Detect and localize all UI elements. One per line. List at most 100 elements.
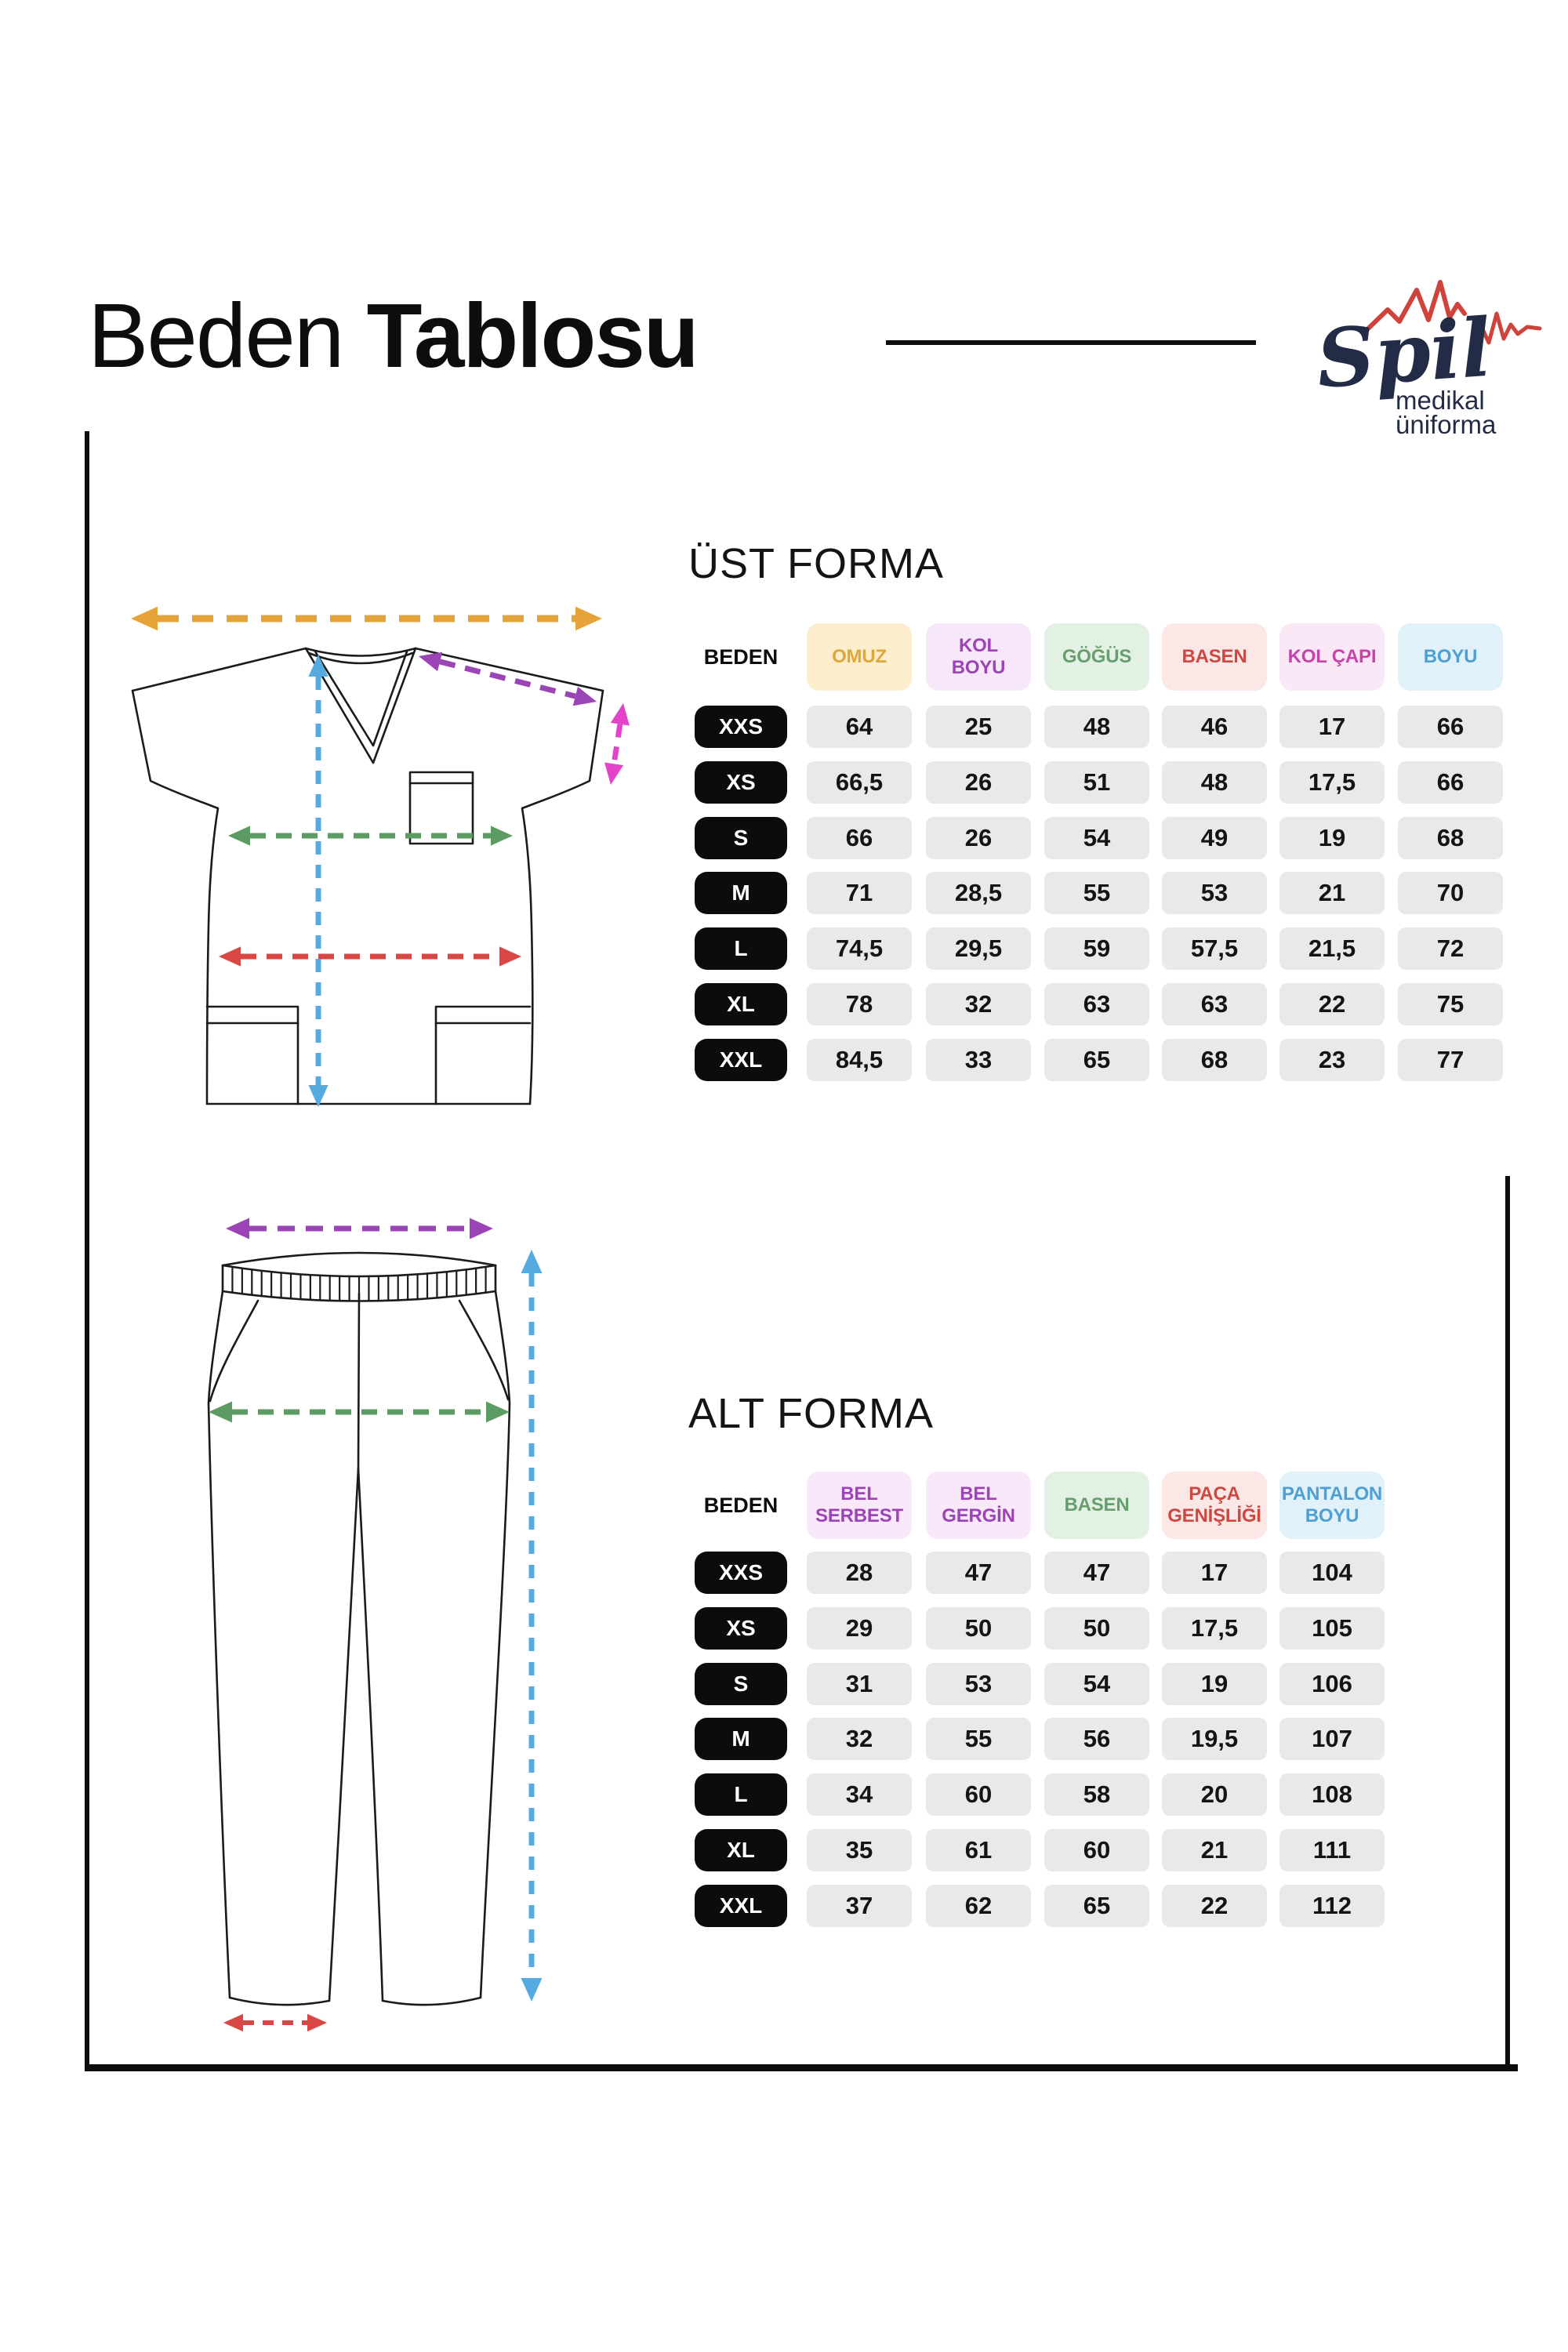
bottom_table-value-cell: 37 bbox=[807, 1885, 912, 1927]
top_table-value-cell: 49 bbox=[1162, 817, 1267, 859]
bottom_table-value-cell: 104 bbox=[1279, 1552, 1385, 1594]
bottom_table-value-cell: 112 bbox=[1279, 1885, 1385, 1927]
bottom_table-header-pantalon-boyu: PANTALON BOYU bbox=[1279, 1472, 1385, 1539]
top_table-value-cell: 55 bbox=[1044, 872, 1149, 914]
bottom_table-value-cell: 56 bbox=[1044, 1718, 1149, 1760]
kol-boyu-arrow bbox=[419, 652, 597, 706]
top_table-header-basen: BASEN bbox=[1162, 623, 1267, 691]
paca-genisligi-arrow bbox=[223, 2013, 327, 2032]
bottom_table-value-cell: 55 bbox=[926, 1718, 1031, 1760]
brand-logo: Spil medikal üniforma bbox=[1316, 280, 1542, 437]
top_table-header-göğüs: GÖĞÜS bbox=[1044, 623, 1149, 691]
bottom_table-value-cell: 107 bbox=[1279, 1718, 1385, 1760]
bottom_table-value-cell: 47 bbox=[1044, 1552, 1149, 1594]
top_table-value-cell: 32 bbox=[926, 983, 1031, 1025]
left-pocket bbox=[205, 1005, 299, 1105]
heartbeat-icon bbox=[1362, 280, 1467, 335]
scrub-top-outline bbox=[131, 647, 604, 1105]
top_table-size-badge-m: M bbox=[695, 872, 787, 914]
bottom_table-value-cell: 17,5 bbox=[1162, 1607, 1267, 1650]
scrub-top-diagram bbox=[131, 606, 630, 1107]
top_table-value-cell: 26 bbox=[926, 817, 1031, 859]
bottom_table-value-cell: 19 bbox=[1162, 1663, 1267, 1705]
page-title-bold: Tablosu bbox=[366, 285, 699, 387]
bottom_table-value-cell: 53 bbox=[926, 1663, 1031, 1705]
kol-capi-arrow bbox=[604, 703, 630, 785]
heartbeat-icon bbox=[1473, 311, 1542, 351]
bottom_table-value-cell: 106 bbox=[1279, 1663, 1385, 1705]
top_table-header-omuz: OMUZ bbox=[807, 623, 912, 691]
waistband-ribs bbox=[221, 1264, 497, 1302]
top_table-value-cell: 53 bbox=[1162, 872, 1267, 914]
bottom_table-value-cell: 108 bbox=[1279, 1773, 1385, 1816]
bottom_table-value-cell: 22 bbox=[1162, 1885, 1267, 1927]
bottom_table-value-cell: 21 bbox=[1162, 1829, 1267, 1871]
basen-arrow bbox=[219, 946, 521, 967]
top_table-value-cell: 72 bbox=[1398, 927, 1503, 970]
bottom_table-value-cell: 28 bbox=[807, 1552, 912, 1594]
top_table-value-cell: 78 bbox=[807, 983, 912, 1025]
top_table-value-cell: 26 bbox=[926, 761, 1031, 804]
bottom_table-size-badge-l: L bbox=[695, 1773, 787, 1816]
bottom-section-title: ALT FORMA bbox=[688, 1390, 935, 1437]
bottom_table-value-cell: 29 bbox=[807, 1607, 912, 1650]
bottom_table-value-cell: 60 bbox=[1044, 1829, 1149, 1871]
top_table-value-cell: 84,5 bbox=[807, 1039, 912, 1081]
bottom_table-size-badge-m: M bbox=[695, 1718, 787, 1760]
top_table-value-cell: 64 bbox=[807, 706, 912, 748]
scrub-pants-diagram bbox=[207, 1218, 543, 2032]
top_table-size-badge-xxs: XXS bbox=[695, 706, 787, 748]
bottom_table-size-badge-xxs: XXS bbox=[695, 1552, 787, 1594]
top_table-value-cell: 25 bbox=[926, 706, 1031, 748]
top_table-value-cell: 59 bbox=[1044, 927, 1149, 970]
top_table-value-cell: 21 bbox=[1279, 872, 1385, 914]
boyu-arrow bbox=[308, 655, 328, 1107]
top-section-title: ÜST FORMA bbox=[688, 540, 945, 587]
bottom_table-header-basen: BASEN bbox=[1044, 1472, 1149, 1539]
top_table-size-badge-xxl: XXL bbox=[695, 1039, 787, 1081]
border-left bbox=[85, 431, 89, 2071]
bottom_table-value-cell: 60 bbox=[926, 1773, 1031, 1816]
right-pocket-seam bbox=[458, 1299, 510, 1401]
top_table-value-cell: 54 bbox=[1044, 817, 1149, 859]
top_table-value-cell: 66 bbox=[807, 817, 912, 859]
brand-sub1: medikal bbox=[1396, 386, 1485, 415]
bottom_table-size-column-header: BEDEN bbox=[703, 1493, 779, 1517]
top_table-value-cell: 77 bbox=[1398, 1039, 1503, 1081]
top_table-value-cell: 57,5 bbox=[1162, 927, 1267, 970]
top_table-value-cell: 74,5 bbox=[807, 927, 912, 970]
waistband bbox=[221, 1251, 497, 1267]
top_table-value-cell: 29,5 bbox=[926, 927, 1031, 970]
bottom_table-value-cell: 58 bbox=[1044, 1773, 1149, 1816]
top_table-value-cell: 48 bbox=[1044, 706, 1149, 748]
top_table-value-cell: 71 bbox=[807, 872, 912, 914]
top_table-header-boyu: BOYU bbox=[1398, 623, 1503, 691]
bottom_table-value-cell: 17 bbox=[1162, 1552, 1267, 1594]
title-divider-line bbox=[886, 340, 1256, 345]
bottom_table-value-cell: 50 bbox=[926, 1607, 1031, 1650]
top_table-value-cell: 70 bbox=[1398, 872, 1503, 914]
bottom_table-value-cell: 19,5 bbox=[1162, 1718, 1267, 1760]
bel-arrow bbox=[226, 1218, 493, 1240]
bottom_table-value-cell: 50 bbox=[1044, 1607, 1149, 1650]
bottom_table-value-cell: 35 bbox=[807, 1829, 912, 1871]
top_table-value-cell: 75 bbox=[1398, 983, 1503, 1025]
bottom_table-size-badge-xxl: XXL bbox=[695, 1885, 787, 1927]
page-title: Beden Tablosu bbox=[88, 288, 699, 384]
top_table-header-kol-çapi: KOL ÇAPI bbox=[1279, 623, 1385, 691]
top_table-value-cell: 63 bbox=[1044, 983, 1149, 1025]
top_table-value-cell: 19 bbox=[1279, 817, 1385, 859]
top_table-size-badge-s: S bbox=[695, 817, 787, 859]
top_table-value-cell: 66,5 bbox=[807, 761, 912, 804]
basen-arrow bbox=[209, 1401, 510, 1423]
top_table-value-cell: 66 bbox=[1398, 761, 1503, 804]
bottom_table-size-badge-s: S bbox=[695, 1663, 787, 1705]
border-right bbox=[1505, 1176, 1510, 2071]
top_table-value-cell: 66 bbox=[1398, 706, 1503, 748]
brand-sub2: üniforma bbox=[1396, 410, 1497, 437]
bottom_table-value-cell: 61 bbox=[926, 1829, 1031, 1871]
bottom_table-value-cell: 111 bbox=[1279, 1829, 1385, 1871]
top_table-header-kol-boyu: KOL BOYU bbox=[926, 623, 1031, 691]
bottom_table-size-badge-xs: XS bbox=[695, 1607, 787, 1650]
